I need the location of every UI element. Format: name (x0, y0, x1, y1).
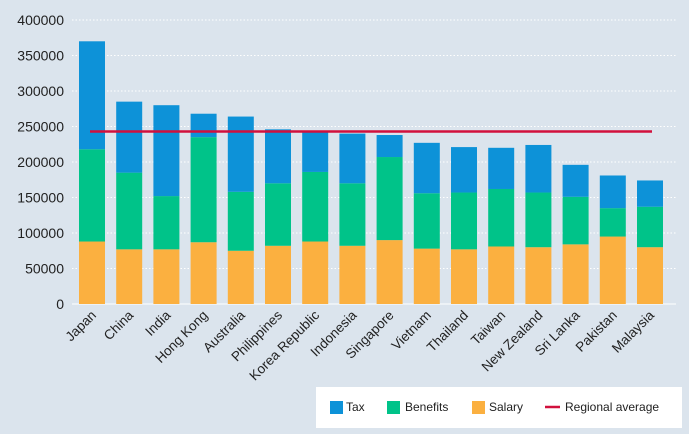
y-tick-label: 350000 (17, 48, 64, 64)
bar-tax (488, 147, 515, 189)
y-tick-label: 100000 (17, 225, 64, 241)
bar-stack (190, 113, 217, 304)
bar-tax (302, 131, 329, 172)
bar-benefits (376, 157, 403, 241)
bar-salary (265, 245, 291, 304)
bar-salary (339, 245, 366, 304)
bar-benefits (488, 188, 515, 247)
bar-tax (376, 135, 403, 158)
bar-tax (265, 129, 291, 184)
bar-benefits (116, 172, 143, 250)
bar-tax (599, 175, 626, 209)
bar-benefits (79, 149, 105, 242)
bar-salary (525, 247, 552, 304)
bar-stack (339, 133, 366, 304)
bar-salary (637, 247, 663, 304)
legend-label-benefits: Benefits (405, 400, 448, 414)
bar-salary (153, 249, 180, 304)
y-tick-label: 0 (56, 296, 64, 312)
bar-stack (153, 105, 180, 304)
bar-salary (413, 248, 440, 304)
bar-benefits (265, 183, 291, 246)
bar-salary (488, 246, 515, 304)
legend-label-regional-average: Regional average (565, 400, 659, 414)
bar-salary (302, 241, 329, 304)
bar-benefits (562, 196, 589, 245)
bar-tax (153, 105, 180, 197)
bar-salary (451, 249, 477, 304)
bar-salary (116, 249, 143, 304)
bar-stack (227, 116, 254, 304)
bar-stack (265, 129, 291, 304)
bar-salary (562, 244, 589, 304)
y-tick-label: 300000 (17, 83, 64, 99)
bar-stack (413, 142, 440, 304)
bar-tax (79, 41, 105, 150)
bar-benefits (153, 196, 180, 250)
bar-tax (339, 133, 366, 184)
y-tick-label: 150000 (17, 190, 64, 206)
bar-tax (227, 116, 254, 192)
bar-benefits (451, 192, 477, 250)
bar-salary (599, 236, 626, 304)
bar-benefits (190, 137, 217, 243)
bar-benefits (637, 206, 663, 248)
bar-stack (525, 144, 552, 304)
bars (79, 41, 663, 304)
bar-tax (451, 147, 477, 193)
legend-swatch-benefits (387, 401, 400, 414)
bar-stack (376, 135, 403, 304)
bar-tax (190, 113, 217, 138)
bar-benefits (302, 171, 329, 242)
bar-stack (637, 180, 663, 304)
y-tick-label: 50000 (25, 261, 64, 277)
bar-salary (227, 250, 254, 304)
bar-salary (376, 240, 403, 304)
bar-stack (562, 164, 589, 304)
legend-label-salary: Salary (489, 400, 523, 414)
bar-tax (116, 101, 143, 173)
bar-stack (451, 147, 477, 304)
legend: Tax Benefits Salary Regional average (316, 387, 682, 428)
legend-swatch-tax (330, 401, 343, 414)
y-tick-label: 250000 (17, 119, 64, 135)
bar-benefits (227, 191, 254, 251)
bar-stack (79, 41, 105, 304)
y-tick-label: 400000 (17, 12, 64, 28)
bar-salary (79, 241, 105, 304)
bar-stack (488, 147, 515, 304)
gridlines (72, 19, 676, 269)
bar-tax (562, 164, 589, 197)
legend-box (316, 387, 682, 428)
y-tick-label: 200000 (17, 154, 64, 170)
bar-benefits (413, 193, 440, 249)
legend-label-tax: Tax (346, 400, 365, 414)
bar-tax (637, 180, 663, 207)
bar-benefits (525, 192, 552, 248)
bar-salary (190, 242, 217, 304)
bar-tax (413, 142, 440, 194)
legend-swatch-salary (472, 401, 485, 414)
bar-benefits (339, 183, 366, 246)
bar-stack (599, 175, 626, 304)
bar-stack (116, 101, 143, 304)
bar-tax (525, 144, 552, 193)
bar-benefits (599, 208, 626, 237)
bar-stack (302, 131, 329, 304)
